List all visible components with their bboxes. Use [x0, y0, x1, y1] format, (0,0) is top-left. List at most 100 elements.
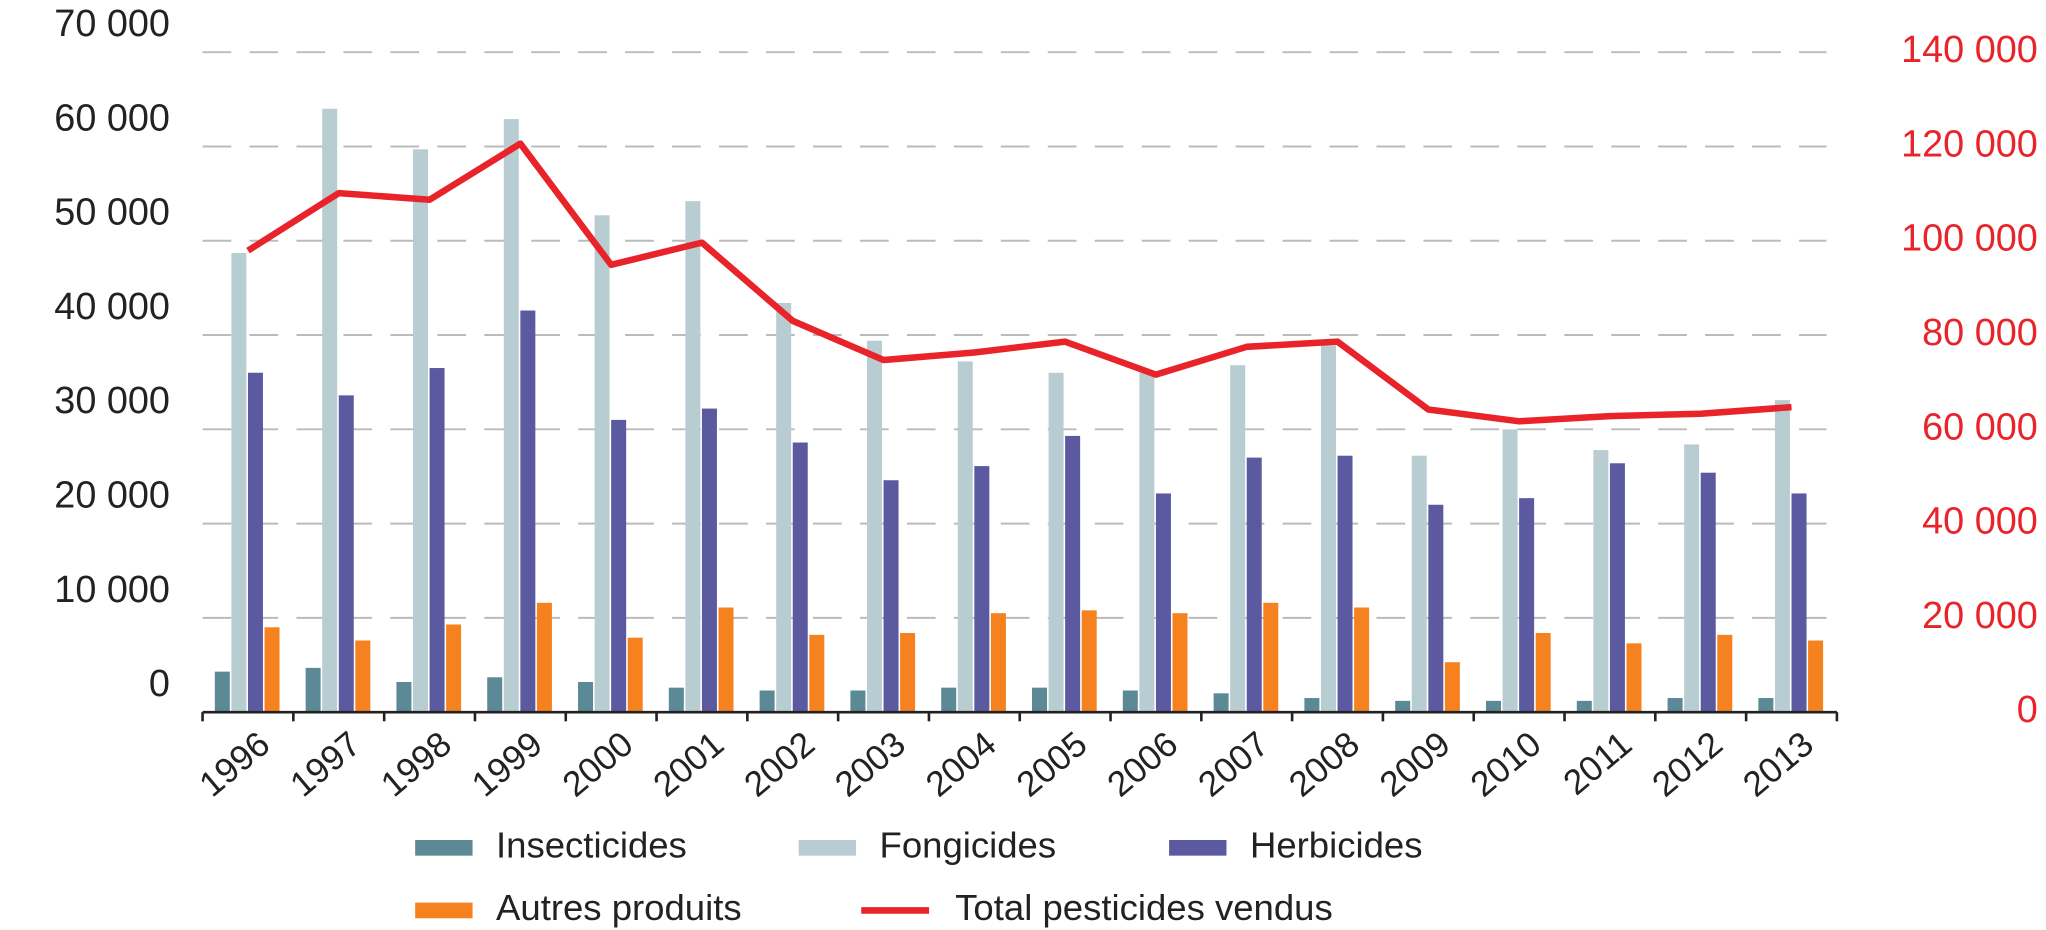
bar	[503, 119, 519, 713]
y-tick-label: 20 000	[54, 474, 170, 516]
bar	[1609, 463, 1625, 713]
bar	[396, 682, 412, 713]
bar	[1395, 700, 1411, 713]
bar	[1626, 643, 1642, 713]
x-tick-label: 2009	[1373, 724, 1458, 804]
legend-label: Autres produits	[496, 887, 742, 928]
y-tick-label: 10 000	[54, 569, 170, 611]
bar	[594, 215, 610, 713]
bar	[668, 687, 684, 713]
bar	[1155, 493, 1171, 713]
bar	[305, 667, 321, 713]
bar	[685, 201, 701, 713]
bar	[1246, 457, 1262, 713]
bar	[701, 408, 717, 713]
bar	[1791, 493, 1807, 713]
y2-tick-label: 40 000	[1922, 501, 2038, 543]
bar	[1667, 698, 1683, 713]
bar	[866, 340, 882, 713]
bar	[1065, 435, 1081, 713]
bar	[1032, 687, 1048, 713]
bar	[1717, 634, 1733, 713]
bar	[1502, 429, 1518, 713]
y2-tick-label: 120 000	[1901, 123, 2038, 165]
x-tick-label: 2006	[1100, 724, 1185, 804]
legend-swatch	[798, 840, 857, 856]
bar	[1304, 698, 1320, 713]
bar	[520, 310, 536, 713]
bar	[1684, 444, 1700, 713]
x-tick-label: 2010	[1463, 724, 1548, 804]
y-tick-label: 30 000	[54, 380, 170, 422]
bar	[1320, 345, 1336, 713]
bar	[1576, 700, 1592, 713]
y2-tick-label: 0	[2017, 689, 2038, 731]
bar	[1758, 698, 1774, 713]
bar	[1700, 472, 1716, 713]
x-tick-label: 2011	[1556, 724, 1639, 803]
bar	[627, 637, 643, 713]
y2-tick-label: 100 000	[1901, 218, 2038, 260]
legend-swatch	[415, 902, 473, 919]
bar	[578, 682, 594, 713]
x-tick-label: 1999	[465, 724, 550, 804]
x-tick-label: 2008	[1282, 724, 1367, 804]
x-tick-label: 2005	[1009, 724, 1094, 804]
bar	[1048, 372, 1064, 713]
y2-tick-label: 20 000	[1922, 595, 2038, 637]
x-tick-label: 2003	[828, 724, 913, 804]
bar	[1230, 365, 1246, 713]
bar	[900, 632, 916, 713]
bar	[792, 442, 808, 713]
y-tick-label: 60 000	[54, 97, 170, 139]
bar	[883, 480, 899, 713]
bar	[990, 613, 1006, 713]
x-tick-label: 2004	[919, 724, 1004, 804]
bar	[1354, 607, 1370, 713]
bar	[941, 687, 957, 713]
bar	[759, 690, 775, 713]
bar	[1808, 640, 1824, 713]
bar	[1485, 700, 1501, 713]
x-tick-label: 2007	[1191, 724, 1276, 804]
bar	[776, 302, 792, 713]
legend-swatch	[1169, 840, 1227, 856]
x-tick-label: 2001	[646, 724, 731, 804]
legend-label: Insecticides	[496, 824, 687, 865]
x-tick-label: 2013	[1736, 724, 1821, 804]
bar	[322, 108, 338, 713]
bar	[429, 368, 445, 713]
bar	[264, 627, 280, 713]
legend-swatch	[415, 840, 473, 856]
bar	[1122, 690, 1138, 713]
legend-label: Total pesticides vendus	[955, 887, 1333, 928]
bar	[957, 361, 973, 713]
bar	[1172, 613, 1188, 713]
x-tick-label: 2002	[737, 724, 822, 804]
bar	[338, 395, 354, 713]
x-tick-label: 1996	[192, 724, 277, 804]
x-tick-label: 2012	[1645, 724, 1730, 804]
legend-label: Herbicides	[1250, 824, 1423, 865]
y-tick-label: 40 000	[54, 286, 170, 328]
bar	[1774, 400, 1790, 713]
bar	[487, 677, 503, 713]
bar	[1519, 498, 1535, 713]
bar	[1139, 372, 1155, 713]
bar	[974, 466, 990, 713]
bar	[1444, 662, 1460, 713]
bar	[1263, 602, 1279, 713]
legend-label: Fongicides	[880, 824, 1057, 865]
y-tick-label: 70 000	[54, 3, 170, 45]
y-tick-label: 50 000	[54, 192, 170, 234]
bar	[1593, 450, 1609, 713]
bar	[1337, 455, 1353, 713]
bar	[1535, 632, 1551, 713]
line	[246, 140, 1792, 425]
y-tick-label: 0	[149, 663, 170, 705]
bar	[809, 634, 825, 713]
bar	[1081, 610, 1097, 713]
bar	[355, 640, 371, 713]
bar	[1213, 693, 1229, 713]
